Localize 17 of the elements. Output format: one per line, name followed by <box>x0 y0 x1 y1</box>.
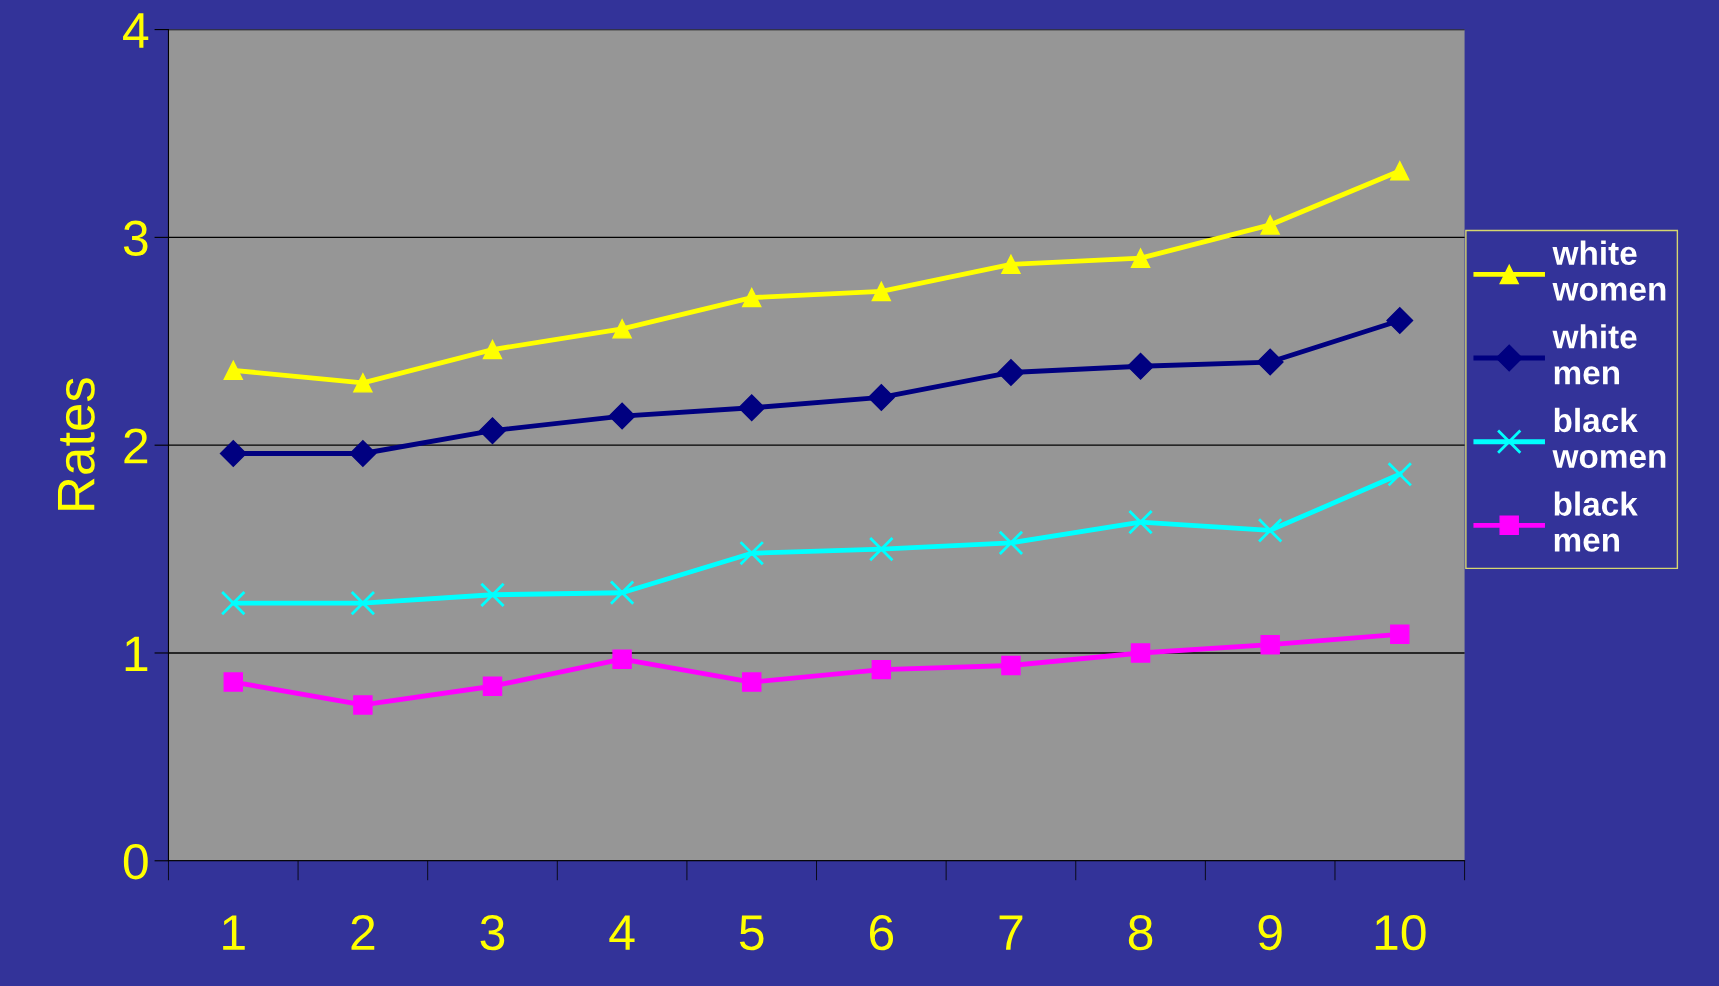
y-tick-label: 2 <box>124 428 148 464</box>
legend-label: black men <box>1554 491 1638 552</box>
y-tick-label: 1 <box>125 636 148 672</box>
y-tick-label: 3 <box>123 220 148 256</box>
x-tick-label: 1 <box>223 915 245 950</box>
x-tick-label: 5 <box>739 915 764 951</box>
y-tick-label: 4 <box>123 13 149 48</box>
y-axis-title: Rates <box>57 378 95 510</box>
x-tick-label: 8 <box>1128 914 1153 951</box>
x-tick-label: 10 <box>1375 914 1426 951</box>
x-tick-label: 3 <box>480 914 505 951</box>
x-tick-label: 7 <box>999 915 1023 950</box>
y-tick-label: 0 <box>123 843 148 880</box>
x-tick-label: 9 <box>1258 914 1282 951</box>
x-tick-label: 4 <box>609 915 635 950</box>
x-tick-label: 6 <box>869 914 894 951</box>
x-tick-label: 2 <box>351 914 375 950</box>
